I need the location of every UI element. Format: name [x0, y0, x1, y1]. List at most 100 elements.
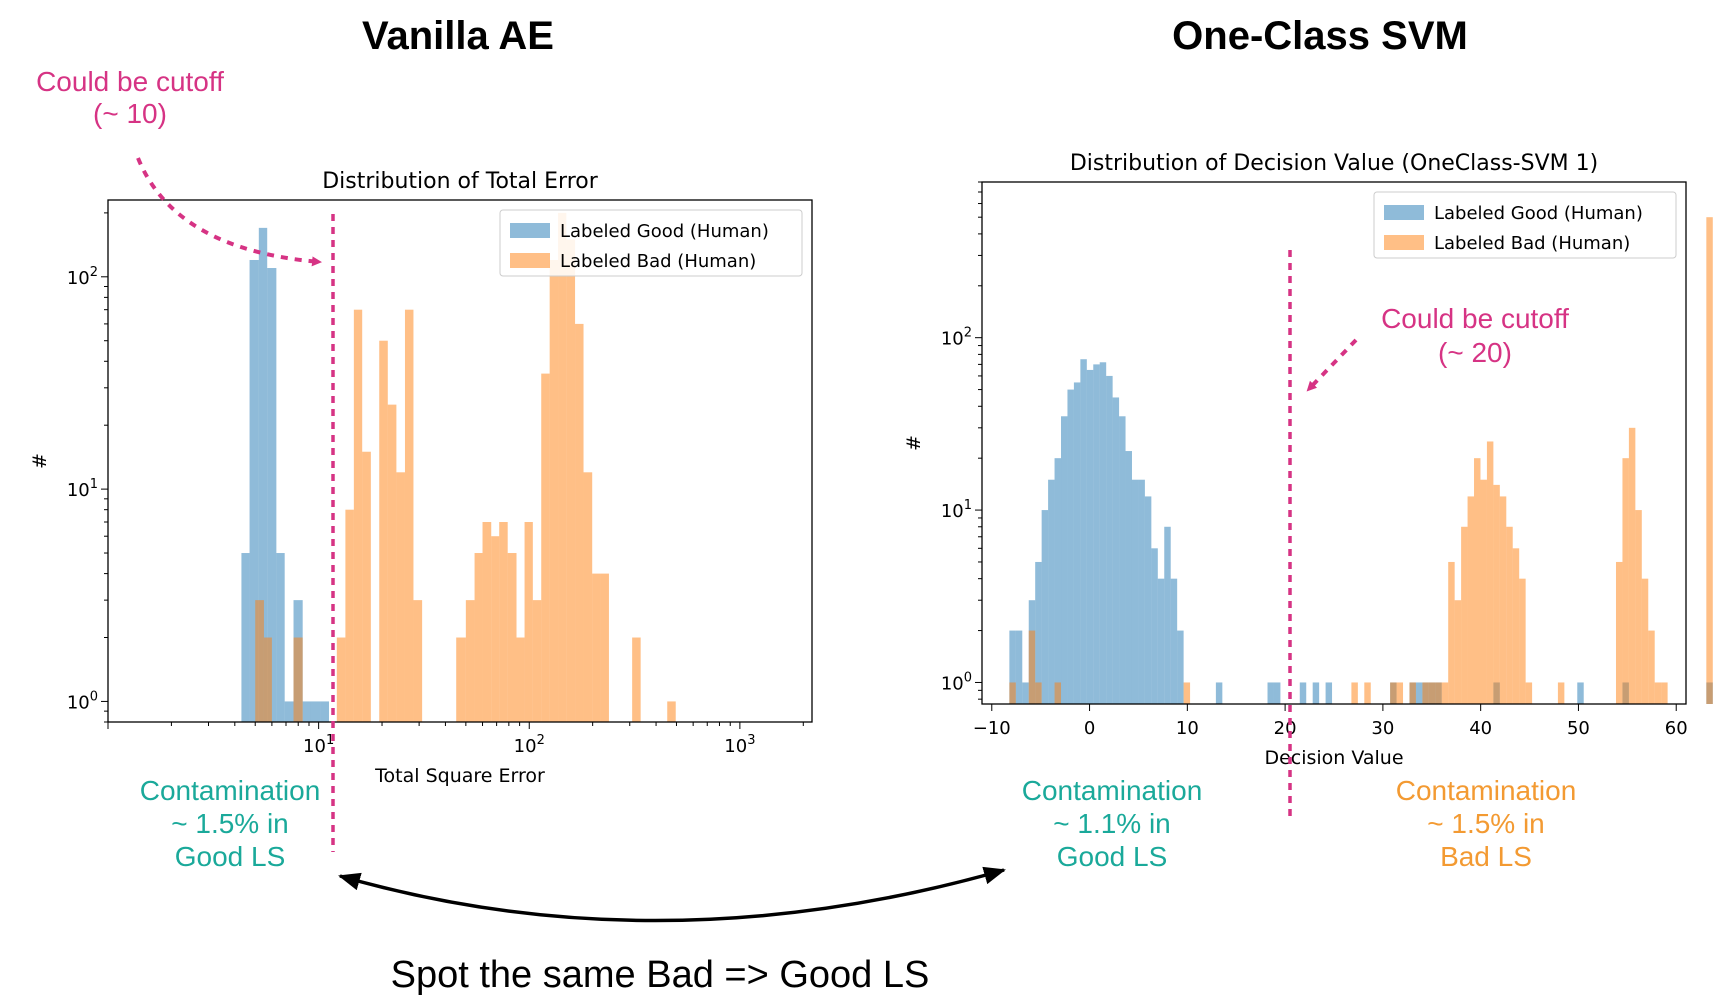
- bad-bar-62: [1409, 682, 1416, 704]
- contam-right-line2: ~ 1.5% in: [1427, 808, 1545, 839]
- legend-label-0: Labeled Good (Human): [1434, 203, 1643, 224]
- good-bar-16: [1112, 397, 1120, 704]
- bad-bar-80: [1525, 682, 1533, 704]
- bad-bar-16: [491, 536, 500, 722]
- bad-bar-53: [1351, 682, 1358, 704]
- bad-bar-19: [516, 637, 525, 722]
- good-bar-14: [1099, 362, 1107, 704]
- good-bar-5: [284, 701, 294, 722]
- good-bar-88: [1577, 682, 1584, 704]
- good-bar-1: [249, 259, 259, 722]
- x-tick-label-2: 103: [724, 733, 755, 757]
- bad-bar-24: [558, 212, 567, 723]
- contamination-mid-note: Contamination ~ 1.1% in Good LS: [1002, 774, 1222, 873]
- bad-bar-67: [1441, 682, 1449, 704]
- x-tick-label-4: 30: [1371, 718, 1394, 739]
- good-bar-32: [1215, 682, 1223, 704]
- x-axis-label: Total Square Error: [374, 765, 545, 787]
- bad-bar-72: [1474, 458, 1481, 704]
- good-bar-8: [1061, 416, 1068, 704]
- good-bar-15: [1106, 375, 1113, 704]
- bad-bar-7: [379, 340, 388, 722]
- bad-bar-71: [1467, 496, 1475, 704]
- histogram-total-error: 100 101 102 101 102 103 Distribution of Total …: [29, 169, 813, 787]
- bad-bar-1: [263, 637, 272, 722]
- bad-bar-27: [1183, 682, 1191, 704]
- good-bar-4: [1035, 561, 1042, 704]
- y-tick-label-2: 102: [941, 326, 972, 350]
- bad-bar-13: [465, 600, 475, 722]
- heading-one-class-svm: One-Class SVM: [1172, 14, 1468, 58]
- bad-bar-65: [1428, 682, 1436, 704]
- legend-swatch-0: [510, 223, 550, 238]
- bad-bar-97: [1635, 510, 1642, 704]
- good-bar-19: [1131, 479, 1139, 704]
- bad-bar-101: [1661, 682, 1668, 704]
- bad-bar-3: [336, 637, 346, 722]
- footer-caption: Spot the same Bad => Good LS: [390, 954, 930, 996]
- y-tick-label-0: 100: [941, 670, 972, 694]
- good-bar-18: [1125, 451, 1132, 704]
- bad-bar-100: [1654, 682, 1662, 704]
- good-bar-11: [1080, 359, 1087, 704]
- good-bar-41: [1273, 682, 1281, 704]
- legend: Labeled Good (Human) Labeled Bad (Human): [499, 209, 803, 277]
- y-tick-label-1: 101: [67, 477, 98, 501]
- good-bar-9: [1067, 389, 1074, 704]
- y-tick-label-0: 100: [67, 689, 98, 713]
- good-bar-21: [1144, 496, 1152, 704]
- bad-bar-20: [524, 521, 533, 722]
- bad-bar-25: [566, 239, 576, 722]
- good-bar-47: [1312, 682, 1320, 704]
- good-bar-9: [320, 701, 329, 722]
- y-axis-label: #: [903, 435, 925, 451]
- legend: Labeled Good (Human) Labeled Bad (Human): [1373, 191, 1677, 259]
- bad-bar-78: [1512, 548, 1520, 704]
- bad-bar-22: [541, 373, 550, 722]
- bad-bar-30: [632, 637, 641, 722]
- cutoff-left-line2: (~ 10): [93, 98, 167, 129]
- good-bar-17: [1119, 416, 1126, 704]
- good-bar-22: [1151, 548, 1158, 704]
- contam-right-line3: Bad LS: [1440, 841, 1532, 872]
- contam-right-line1: Contamination: [1395, 775, 1577, 806]
- cutoff-right-line2: (~ 20): [1438, 337, 1512, 368]
- good-bar-63: [1415, 682, 1423, 704]
- bad-bar-23: [549, 259, 559, 722]
- x-tick-label-3: 20: [1274, 718, 1297, 739]
- legend-label-1: Labeled Bad (Human): [1434, 233, 1630, 254]
- bad-bar-31: [667, 701, 676, 722]
- legend-swatch-1: [1384, 235, 1424, 250]
- bad-bar-66: [1435, 682, 1442, 704]
- bad-bar-60: [1396, 682, 1404, 704]
- x-axis-label: Decision Value: [1264, 747, 1403, 769]
- legend-label-0: Labeled Good (Human): [560, 221, 769, 242]
- bad-bar-0: [255, 600, 264, 722]
- good-bar-40: [1267, 682, 1274, 704]
- cutoff-right-line1: Could be cutoff: [1381, 303, 1569, 334]
- x-tick-label-5: 40: [1469, 718, 1492, 739]
- bad-bar-73: [1480, 479, 1487, 704]
- good-bar-49: [1325, 682, 1333, 704]
- bad-bar-85: [1557, 682, 1565, 704]
- good-bar-24: [1164, 526, 1171, 704]
- chart-title: Distribution of Total Error: [322, 169, 598, 194]
- bad-bar-18: [507, 553, 517, 722]
- bad-bar-2: [293, 637, 303, 722]
- x-tick-label-0: −10: [973, 718, 1011, 739]
- good-bar-12: [1086, 369, 1094, 704]
- bad-bar-0: [1009, 682, 1016, 704]
- x-tick-label-0: 101: [303, 733, 334, 757]
- good-bar-5: [1041, 510, 1049, 704]
- legend-swatch-0: [1384, 205, 1424, 220]
- good-bar-1: [1015, 630, 1023, 704]
- good-bar-3: [267, 268, 277, 722]
- legend-swatch-1: [510, 253, 550, 268]
- contam-mid-line2: ~ 1.1% in: [1053, 808, 1171, 839]
- cutoff-right-note: Could be cutoff (~ 20): [1360, 302, 1590, 370]
- plot-frame: [107, 199, 813, 723]
- x-tick-label-6: 50: [1567, 718, 1590, 739]
- good-bar-23: [1157, 578, 1165, 704]
- cutoff-left-note: Could be cutoff (~ 10): [20, 66, 240, 130]
- good-bar-45: [1299, 682, 1307, 704]
